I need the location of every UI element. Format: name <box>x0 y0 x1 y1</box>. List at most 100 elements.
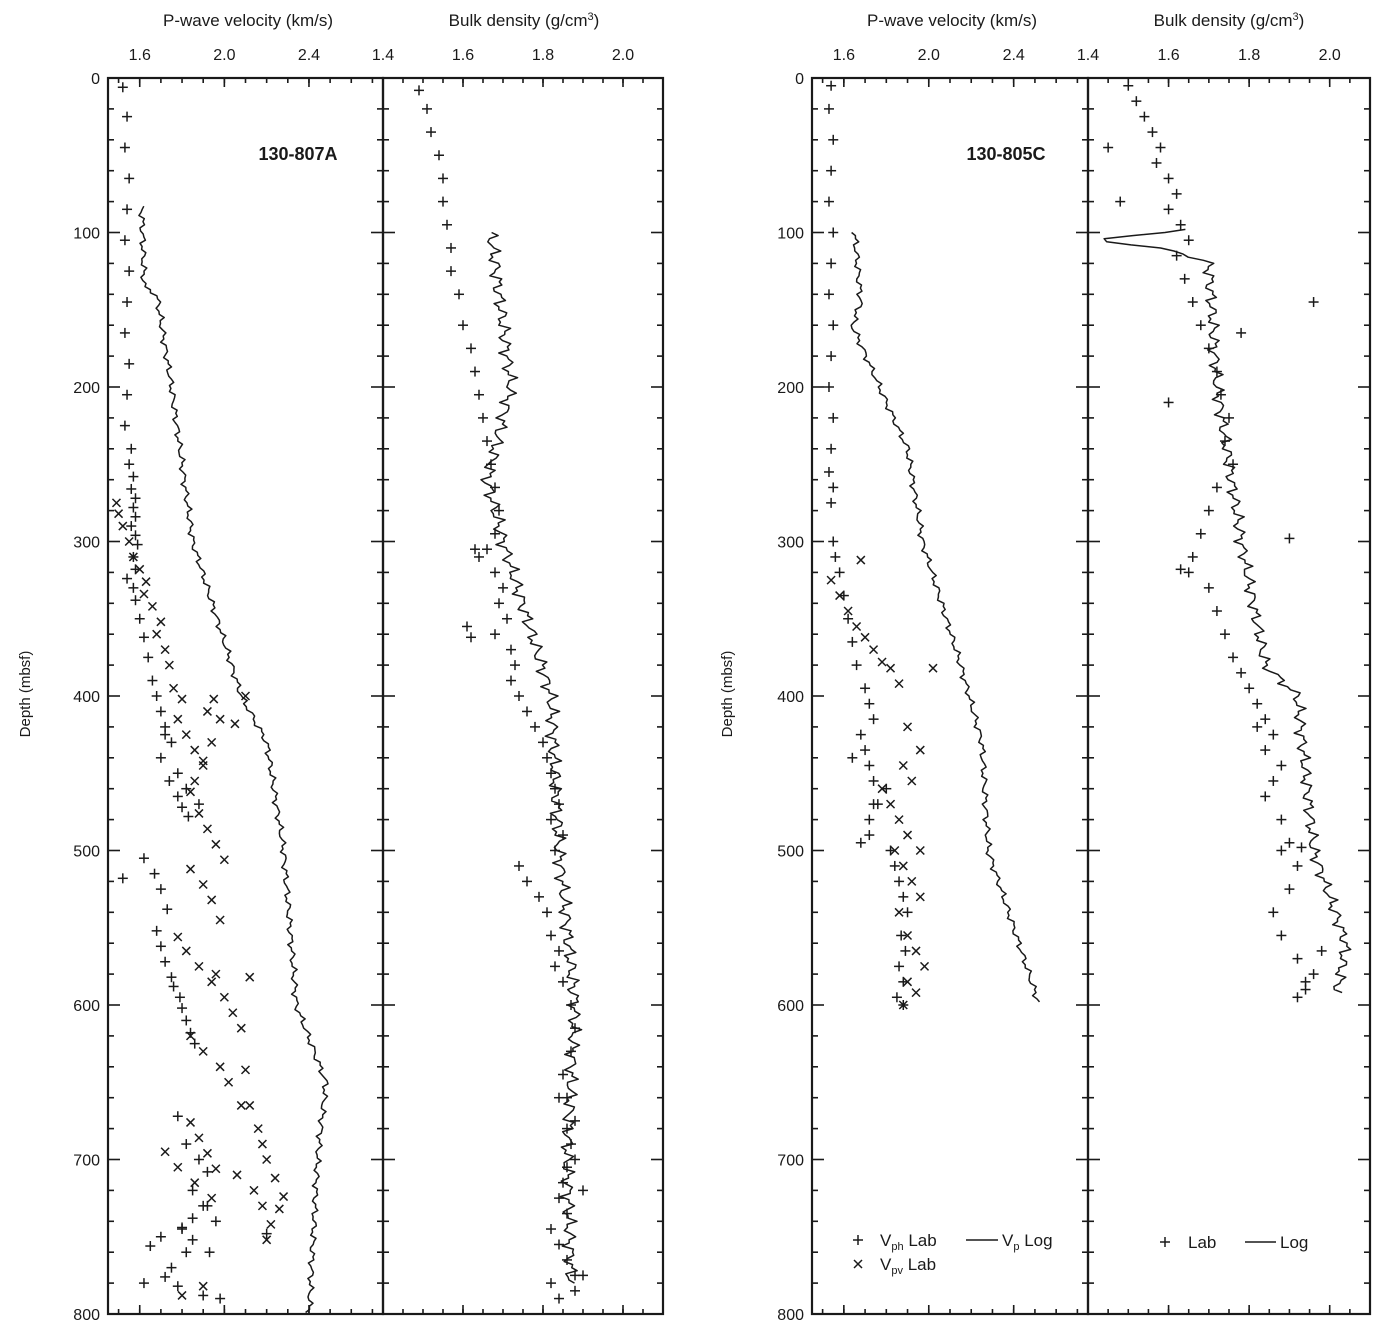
data-point-plus <box>1284 884 1295 895</box>
data-point-plus <box>124 173 135 184</box>
y-tick-label: 200 <box>777 380 804 397</box>
data-point-cross <box>173 714 183 724</box>
data-point-cross <box>207 1193 217 1203</box>
data-point-cross <box>181 730 191 740</box>
data-point-plus <box>1123 80 1134 91</box>
data-point-plus <box>414 85 424 96</box>
data-point-plus <box>558 1069 568 1080</box>
data-point-plus <box>193 799 204 810</box>
data-point-plus <box>828 482 839 493</box>
data-point-cross <box>202 824 212 834</box>
data-point-plus <box>1175 219 1186 230</box>
data-point-plus <box>823 196 834 207</box>
axis-ticks <box>108 77 1371 1315</box>
data-point-plus <box>566 1000 576 1010</box>
data-point-plus <box>864 760 875 771</box>
data-point-plus <box>514 860 524 871</box>
data-point-plus <box>570 1023 580 1034</box>
data-point-plus <box>172 768 183 779</box>
data-point-cross <box>257 1139 267 1149</box>
y-tick-label: 0 <box>795 71 804 88</box>
data-point-plus <box>126 483 137 494</box>
data-point-plus <box>1244 683 1255 694</box>
data-point-plus <box>891 992 902 1003</box>
data-point-cross <box>215 915 225 925</box>
data-point-cross <box>240 1065 251 1075</box>
data-point-plus <box>855 837 866 848</box>
data-point-plus <box>470 544 480 555</box>
data-point-cross <box>894 815 904 825</box>
x-tick-label: 1.6 <box>1157 47 1179 64</box>
data-point-plus <box>851 660 862 671</box>
data-point-plus <box>1171 188 1182 199</box>
data-point-plus <box>542 752 552 763</box>
data-point-plus <box>502 613 512 624</box>
frame-velocity-805c <box>810 76 1090 1316</box>
data-point-cross <box>266 1219 276 1229</box>
data-point-plus <box>187 1185 198 1196</box>
data-point-cross <box>160 1147 170 1157</box>
data-point-plus <box>122 297 133 308</box>
data-point-cross <box>190 745 200 755</box>
data-point-plus <box>166 1262 177 1273</box>
data-point-plus <box>177 1222 188 1233</box>
x-tick-label: 1.4 <box>1077 47 1099 64</box>
data-point-plus <box>172 791 183 802</box>
data-point-plus <box>446 266 456 277</box>
data-point-plus <box>166 737 177 748</box>
data-point-cross <box>194 1133 204 1143</box>
legend-vp-log: Vp Log <box>1002 1231 1053 1253</box>
x-tick-label: 1.6 <box>129 47 151 64</box>
legend-density: Lab Log <box>1160 1233 1308 1252</box>
data-point-cross <box>215 714 225 724</box>
data-point-plus <box>210 1216 221 1227</box>
data-point-plus <box>562 1162 572 1173</box>
data-point-plus <box>864 830 875 841</box>
data-point-plus <box>434 150 444 161</box>
data-point-plus <box>570 1115 580 1126</box>
data-point-cross <box>185 787 196 797</box>
data-point-plus <box>189 1038 200 1049</box>
data-point-cross <box>177 694 187 704</box>
data-point-plus <box>843 613 854 624</box>
legend-plus-marker <box>853 1235 863 1245</box>
data-point-plus <box>1252 698 1263 709</box>
data-point-plus <box>1183 235 1194 246</box>
data-point-cross <box>262 1235 272 1245</box>
data-point-plus <box>1276 814 1287 825</box>
data-point-cross <box>915 892 925 902</box>
data-point-cross <box>141 577 151 587</box>
data-point-plus <box>426 127 436 138</box>
data-point-cross <box>185 1031 196 1041</box>
data-point-cross <box>114 509 124 519</box>
data-point-plus <box>562 1123 572 1134</box>
data-point-plus <box>1103 142 1114 153</box>
data-point-plus <box>864 814 875 825</box>
data-point-cross <box>856 555 866 565</box>
x-tick-label: 2.4 <box>1003 47 1025 64</box>
data-point-plus <box>1139 111 1150 122</box>
data-point-plus <box>160 1271 171 1282</box>
data-point-cross <box>211 969 221 979</box>
data-point-plus <box>119 420 130 431</box>
data-point-plus <box>155 706 166 717</box>
data-point-plus <box>554 1293 564 1304</box>
data-point-plus <box>1260 791 1271 802</box>
data-point-plus <box>478 412 488 423</box>
data-point-plus <box>834 567 845 578</box>
data-point-plus <box>868 799 879 810</box>
data-point-plus <box>1300 984 1311 995</box>
data-point-plus <box>151 925 162 936</box>
data-point-plus <box>128 582 139 593</box>
data-point-plus <box>490 528 500 539</box>
data-point-plus <box>490 629 500 640</box>
legend-density-lab: Lab <box>1188 1233 1216 1252</box>
data-point-plus <box>422 103 432 114</box>
y-tick-label: 100 <box>73 226 100 243</box>
data-point-cross <box>202 1148 212 1158</box>
data-point-cross <box>860 632 870 642</box>
data-point-plus <box>546 768 556 779</box>
data-point-plus <box>554 1193 564 1204</box>
data-point-plus <box>181 1139 192 1150</box>
data-point-plus <box>454 289 464 300</box>
